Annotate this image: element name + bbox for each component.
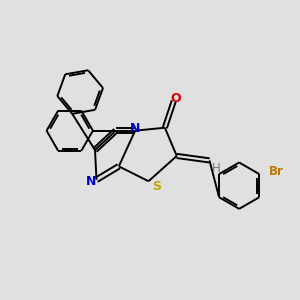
Text: S: S — [152, 180, 161, 193]
Text: Br: Br — [269, 165, 284, 178]
Text: H: H — [212, 162, 220, 175]
Text: O: O — [171, 92, 182, 105]
Text: N: N — [86, 175, 96, 188]
Text: N: N — [130, 122, 140, 135]
